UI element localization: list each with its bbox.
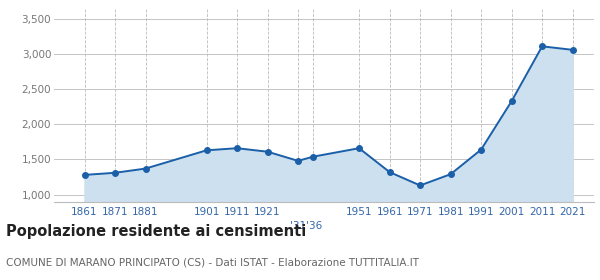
Point: [507, 99, 517, 103]
Text: '31'36: '31'36: [290, 221, 322, 231]
Point: [446, 172, 455, 176]
Point: [141, 166, 151, 171]
Point: [415, 183, 425, 188]
Point: [385, 170, 394, 174]
Point: [263, 150, 272, 154]
Point: [232, 146, 242, 150]
Point: [110, 171, 120, 175]
Text: COMUNE DI MARANO PRINCIPATO (CS) - Dati ISTAT - Elaborazione TUTTITALIA.IT: COMUNE DI MARANO PRINCIPATO (CS) - Dati …: [6, 258, 419, 268]
Point: [354, 146, 364, 150]
Text: Popolazione residente ai censimenti: Popolazione residente ai censimenti: [6, 224, 306, 239]
Point: [538, 44, 547, 48]
Point: [293, 158, 303, 163]
Point: [568, 48, 577, 52]
Point: [308, 154, 318, 159]
Point: [80, 173, 89, 177]
Point: [476, 147, 486, 152]
Point: [202, 148, 211, 153]
